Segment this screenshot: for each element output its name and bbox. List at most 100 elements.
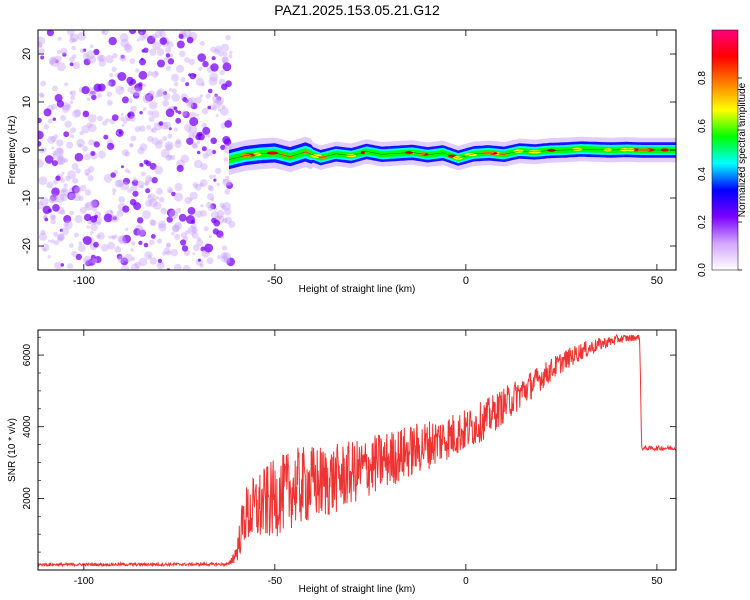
colorbar-tick-label: 0.6 [697, 119, 708, 133]
noise-blob [166, 187, 173, 193]
noise-blob [82, 236, 92, 245]
noise-blob [43, 248, 47, 252]
noise-blob [49, 60, 55, 66]
noise-blob [211, 149, 217, 155]
noise-blob [122, 234, 131, 244]
noise-blob [93, 241, 99, 248]
noise-blob [167, 41, 174, 48]
noise-blob [62, 52, 67, 57]
noise-blob [220, 252, 228, 259]
noise-blob [65, 175, 71, 182]
noise-blob [82, 110, 90, 118]
noise-blob [167, 133, 173, 139]
noise-blob [112, 53, 118, 59]
noise-blob [38, 148, 44, 154]
noise-blob [90, 90, 94, 95]
x-tick-label: -50 [268, 576, 283, 587]
noise-blob [148, 177, 153, 181]
noise-blob [79, 184, 87, 192]
noise-blob [163, 121, 172, 130]
noise-blob [48, 57, 56, 65]
noise-blob [171, 88, 177, 94]
noise-blob [164, 57, 169, 62]
noise-blob [160, 207, 167, 215]
noise-blob [87, 219, 92, 225]
noise-blob [150, 219, 157, 227]
noise-blob [188, 132, 195, 140]
noise-blob [116, 209, 124, 217]
noise-blob [149, 257, 157, 265]
noise-blob [114, 170, 119, 174]
noise-blob [79, 48, 85, 54]
noise-blob [147, 135, 154, 142]
noise-blob [46, 30, 54, 37]
noise-blob [224, 207, 232, 216]
noise-blob [47, 135, 56, 144]
colorbar-tick-label: 0.0 [697, 263, 708, 277]
noise-blob [111, 66, 117, 73]
noise-blob [175, 109, 179, 113]
noise-blob [86, 97, 91, 101]
noise-blob [196, 236, 202, 242]
noise-blob [139, 58, 146, 66]
noise-blob [69, 100, 74, 105]
noise-blob [74, 232, 79, 238]
noise-blob [44, 217, 49, 222]
noise-blob [221, 83, 228, 91]
noise-blob [63, 183, 68, 188]
noise-blob [222, 178, 230, 187]
noise-blob [178, 33, 184, 39]
noise-blob [52, 150, 57, 156]
noise-blob [138, 70, 148, 80]
noise-blob [193, 159, 203, 169]
noise-blob [56, 62, 66, 72]
noise-blob [125, 227, 129, 231]
noise-blob [158, 196, 165, 203]
noise-blob [38, 130, 44, 140]
noise-blob [191, 141, 198, 149]
noise-blob [187, 129, 191, 134]
noise-blob [164, 141, 174, 151]
noise-blob [156, 90, 163, 97]
noise-blob [79, 206, 87, 214]
noise-blob [106, 142, 115, 150]
noise-blob [145, 175, 153, 183]
noise-blob [166, 65, 172, 71]
noise-blob [67, 191, 76, 201]
noise-blob [70, 90, 77, 97]
noise-blob [200, 163, 208, 171]
noise-blob [52, 85, 58, 92]
noise-blob [222, 252, 231, 261]
noise-blob [176, 207, 182, 213]
noise-blob [108, 72, 114, 78]
noise-blob [131, 256, 136, 262]
plot-frame-bottom [37, 329, 677, 571]
noise-blob [57, 36, 62, 41]
noise-blob [221, 104, 226, 109]
noise-blob [77, 31, 86, 41]
noise-blob [49, 194, 59, 203]
noise-blob [52, 153, 59, 159]
noise-blob [144, 251, 153, 260]
noise-blob [138, 257, 148, 267]
noise-blob [71, 250, 78, 257]
noise-blob [61, 189, 65, 193]
x-axis-ticks-bottom: -100 -50 0 50 [74, 330, 663, 587]
noise-blob [223, 157, 229, 162]
noise-blob [138, 240, 143, 245]
noise-blob [93, 141, 100, 148]
noise-blob [182, 111, 190, 119]
y-axis-ticks-bottom: 2000 4000 6000 [22, 336, 676, 553]
noise-blob [105, 55, 114, 64]
noise-blob [81, 86, 90, 95]
noise-blob [196, 150, 201, 155]
noise-blob [120, 257, 129, 266]
noise-blob [167, 154, 173, 160]
noise-blob [144, 180, 150, 186]
noise-blob [197, 133, 205, 141]
noise-blob [64, 82, 69, 87]
noise-blob [78, 143, 83, 148]
noise-blob [114, 179, 123, 188]
noise-blob [165, 250, 172, 256]
noise-blob [228, 220, 236, 229]
